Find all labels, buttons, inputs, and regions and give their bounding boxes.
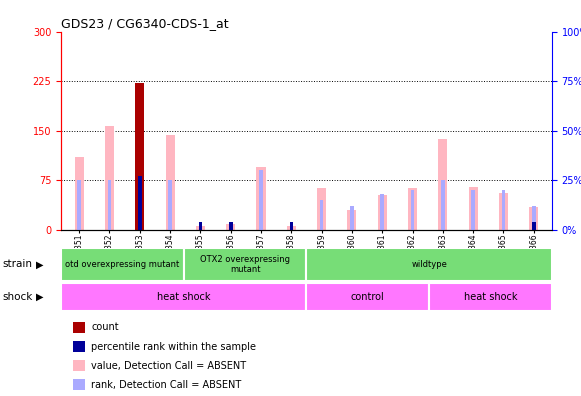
Bar xyxy=(307,283,429,311)
Text: ▶: ▶ xyxy=(36,259,44,269)
Bar xyxy=(499,193,508,230)
Text: control: control xyxy=(351,292,385,302)
Bar xyxy=(429,283,552,311)
Text: heat shock: heat shock xyxy=(464,292,517,302)
Text: wildtype: wildtype xyxy=(411,260,447,269)
Text: GDS23 / CG6340-CDS-1_at: GDS23 / CG6340-CDS-1_at xyxy=(61,17,229,30)
Bar xyxy=(350,206,354,230)
Bar xyxy=(168,180,172,230)
Bar xyxy=(378,195,387,230)
Text: strain: strain xyxy=(3,259,33,269)
Bar xyxy=(138,176,142,230)
Text: shock: shock xyxy=(3,292,33,302)
Bar xyxy=(287,227,296,230)
Bar xyxy=(226,225,235,230)
Bar xyxy=(307,248,552,281)
Bar xyxy=(529,207,539,230)
Bar xyxy=(196,227,205,230)
Bar xyxy=(77,180,81,230)
Bar xyxy=(320,200,324,230)
Text: percentile rank within the sample: percentile rank within the sample xyxy=(91,341,256,352)
Bar xyxy=(471,190,475,230)
Bar xyxy=(438,139,447,230)
Bar xyxy=(532,222,536,230)
Bar xyxy=(184,248,307,281)
Bar xyxy=(199,222,202,230)
Bar xyxy=(135,83,144,230)
Bar xyxy=(411,190,414,230)
Bar xyxy=(166,135,175,230)
Bar xyxy=(61,283,307,311)
Bar xyxy=(532,206,536,230)
Bar xyxy=(256,167,266,230)
Bar xyxy=(347,210,357,230)
Bar xyxy=(229,222,232,230)
Bar xyxy=(289,222,293,230)
Bar xyxy=(441,180,444,230)
Bar xyxy=(501,190,505,230)
Text: rank, Detection Call = ABSENT: rank, Detection Call = ABSENT xyxy=(91,379,242,390)
Bar xyxy=(259,170,263,230)
Text: value, Detection Call = ABSENT: value, Detection Call = ABSENT xyxy=(91,360,246,371)
Bar xyxy=(74,157,84,230)
Bar xyxy=(469,187,478,230)
Text: ▶: ▶ xyxy=(36,292,44,302)
Bar xyxy=(408,188,417,230)
Bar xyxy=(107,180,112,230)
Bar xyxy=(381,194,384,230)
Text: count: count xyxy=(91,322,119,333)
Bar xyxy=(317,188,326,230)
Text: OTX2 overexpressing
mutant: OTX2 overexpressing mutant xyxy=(200,255,290,274)
Bar xyxy=(135,83,144,230)
Text: otd overexpressing mutant: otd overexpressing mutant xyxy=(65,260,180,269)
Bar xyxy=(105,126,114,230)
Text: heat shock: heat shock xyxy=(157,292,210,302)
Bar xyxy=(61,248,184,281)
